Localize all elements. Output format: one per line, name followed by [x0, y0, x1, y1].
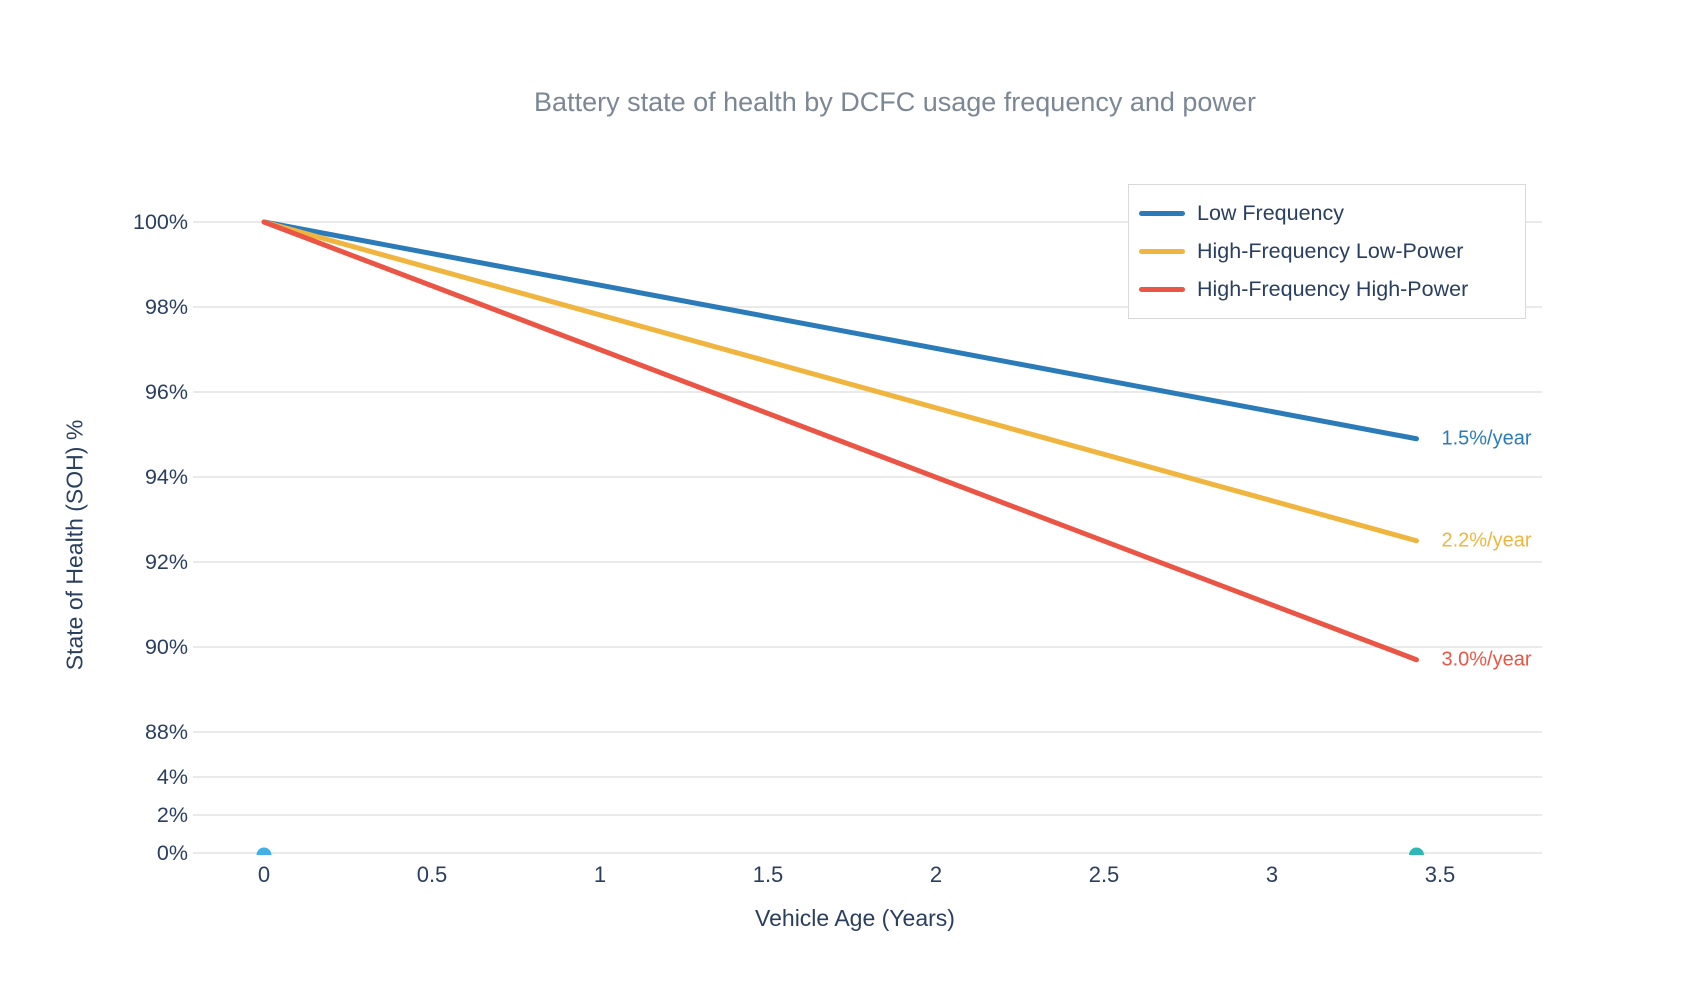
x-tick-label-3: 3	[1265, 862, 1279, 887]
chart-title: Battery state of health by DCFC usage fr…	[534, 87, 1256, 117]
marker-dot-0[interactable]	[256, 847, 272, 855]
y-tick-label-90: 90%	[144, 635, 188, 659]
y-axis-title: State of Health (SOH) %	[61, 419, 88, 671]
x-tick-label-2.5: 2.5	[1088, 862, 1120, 887]
legend-label: Low Frequency	[1197, 201, 1344, 225]
y-tick-label-94: 94%	[144, 465, 188, 489]
y-tick-label-2: 2%	[156, 803, 188, 827]
y-tick-label-92: 92%	[144, 550, 188, 574]
legend-label: High-Frequency Low-Power	[1197, 239, 1464, 263]
legend-label: High-Frequency High-Power	[1197, 277, 1469, 301]
legend-item-high-frequency-high-power[interactable]: High-Frequency High-Power	[1139, 271, 1525, 309]
y-tick-label-88: 88%	[144, 720, 188, 744]
end-label-high-frequency-high-power: 3.0%/year	[1441, 648, 1532, 671]
x-tick-label-1.5: 1.5	[752, 862, 784, 887]
series-line-high-frequency-low-power[interactable]	[261, 219, 1419, 544]
y-tick-label-100: 100%	[133, 210, 188, 234]
legend: Low Frequency High-Frequency Low-Power Hig…	[1128, 184, 1526, 319]
x-tick-label-1: 1	[593, 862, 607, 887]
end-label-low-frequency: 1.5%/year	[1441, 427, 1532, 450]
end-label-high-frequency-low-power: 2.2%/year	[1441, 529, 1532, 552]
x-tick-label-0.5: 0.5	[416, 862, 448, 887]
legend-item-low-frequency[interactable]: Low Frequency	[1139, 195, 1525, 233]
series-line-low-frequency[interactable]	[261, 219, 1419, 442]
legend-item-high-frequency-low-power[interactable]: High-Frequency Low-Power	[1139, 233, 1525, 271]
legend-swatch-line-icon	[1139, 287, 1185, 292]
x-axis-title: Vehicle Age (Years)	[755, 905, 955, 931]
y-tick-label-4: 4%	[156, 765, 188, 789]
x-tick-label-0: 0	[257, 862, 271, 887]
legend-swatch-line-icon	[1139, 249, 1185, 254]
y-tick-label-96: 96%	[144, 380, 188, 404]
y-tick-label-98: 98%	[144, 295, 188, 319]
series-line-high-frequency-high-power[interactable]	[261, 219, 1419, 663]
y-tick-label-0: 0%	[156, 841, 188, 865]
legend-swatch-line-icon	[1139, 211, 1185, 216]
marker-dot-1[interactable]	[1408, 847, 1424, 855]
x-tick-label-2: 2	[929, 862, 943, 887]
x-tick-label-3.5: 3.5	[1424, 862, 1456, 887]
